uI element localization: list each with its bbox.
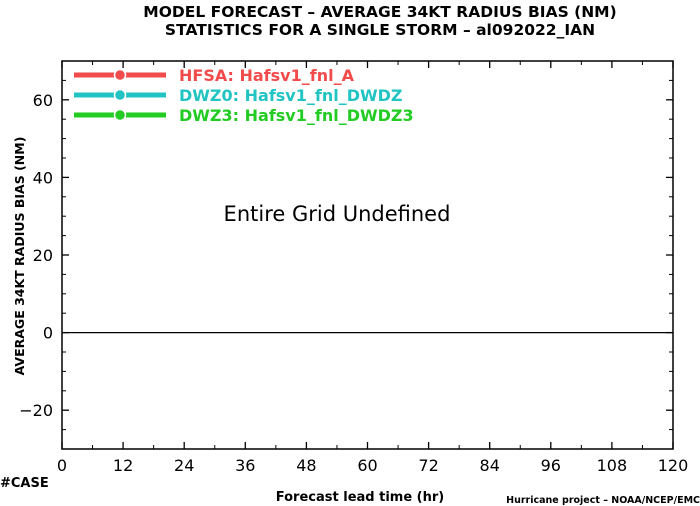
case-label: #CASE <box>0 476 49 491</box>
x-tick-label: 12 <box>113 456 133 475</box>
x-tick-label: 60 <box>357 456 377 475</box>
x-tick-label: 96 <box>541 456 561 475</box>
x-tick-label: 120 <box>658 456 689 475</box>
undefined-grid-message: Entire Grid Undefined <box>224 202 451 226</box>
legend-marker <box>113 108 127 122</box>
x-tick-label: 0 <box>57 456 67 475</box>
chart-title-line1: MODEL FORECAST – AVERAGE 34KT RADIUS BIA… <box>143 3 616 21</box>
x-tick-label: 48 <box>296 456 316 475</box>
y-axis-ticks: −20 0 20 40 60 <box>19 60 673 450</box>
legend-label: DWZ3: Hafsv1_fnl_DWDZ3 <box>179 106 414 125</box>
x-axis-ticks: 0 12 24 36 48 60 72 84 96 108 120 <box>57 61 688 475</box>
chart-title-line2: STATISTICS FOR A SINGLE STORM – al092022… <box>165 21 595 39</box>
x-tick-label: 108 <box>597 456 628 475</box>
x-tick-label: 24 <box>174 456 194 475</box>
x-axis-label: Forecast lead time (hr) <box>276 490 444 505</box>
credit-text: Hurricane project – NOAA/NCEP/EMC <box>506 495 700 506</box>
y-tick-label: 40 <box>33 168 53 187</box>
y-axis-label: AVERAGE 34KT RADIUS BIAS (NM) <box>12 137 27 376</box>
y-tick-label: −20 <box>19 401 53 420</box>
legend-marker <box>113 88 127 102</box>
x-tick-label: 36 <box>235 456 255 475</box>
legend-label: DWZ0: Hafsv1_fnl_DWDZ <box>179 86 403 105</box>
y-tick-label: 20 <box>33 246 53 265</box>
x-tick-label: 72 <box>418 456 438 475</box>
y-tick-label: 60 <box>33 91 53 110</box>
y-tick-label: 0 <box>43 324 53 343</box>
legend-marker <box>113 68 127 82</box>
x-tick-label: 84 <box>480 456 500 475</box>
legend-label: HFSA: Hafsv1_fnl_A <box>179 66 355 85</box>
